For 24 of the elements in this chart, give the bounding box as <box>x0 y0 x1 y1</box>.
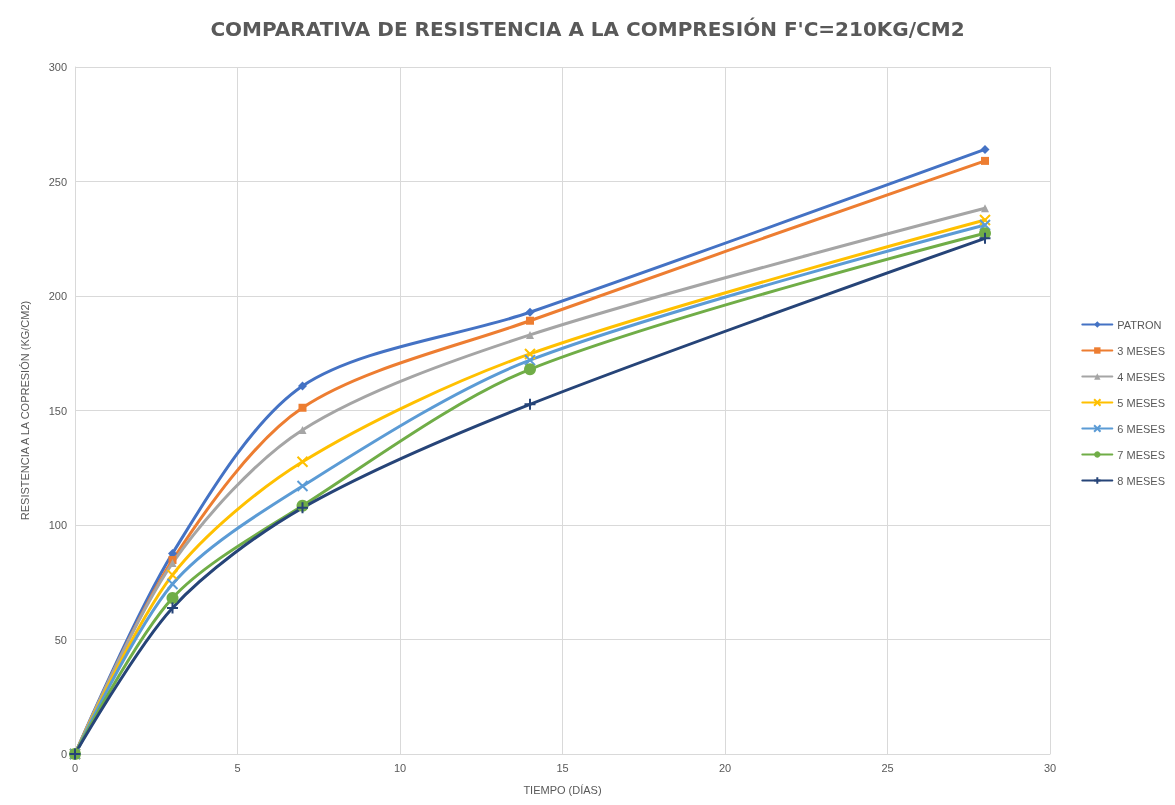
x-tick-label: 15 <box>556 761 569 774</box>
chart-title: COMPARATIVA DE RESISTENCIA A LA COMPRESIÓN F'C=210KG/CM2 <box>210 17 965 41</box>
x-tick-label: 30 <box>1043 761 1057 774</box>
legend-label: 6 MESES <box>1117 422 1165 435</box>
legend-label: 8 MESES <box>1117 474 1165 487</box>
y-axis-title: RESISTENCIA A LA COPRESIÓN (KG/CM2) <box>18 300 31 521</box>
y-tick-label: 0 <box>60 748 67 760</box>
legend-label: PATRON <box>1117 318 1162 331</box>
legend-label: 7 MESES <box>1117 448 1165 461</box>
legend-label: 5 MESES <box>1117 396 1165 409</box>
y-tick-label: 50 <box>54 633 67 646</box>
legend-label: 4 MESES <box>1117 370 1165 383</box>
x-tick-label: 5 <box>234 761 241 774</box>
x-tick-label: 0 <box>71 761 79 774</box>
x-tick-label: 10 <box>393 761 407 774</box>
x-tick-label: 25 <box>881 761 894 774</box>
y-tick-label: 100 <box>48 519 67 531</box>
legend-label: 3 MESES <box>1117 344 1165 357</box>
y-tick-label: 200 <box>48 290 67 302</box>
y-tick-label: 300 <box>48 61 67 73</box>
x-tick-label: 20 <box>718 761 732 774</box>
y-tick-label: 250 <box>48 175 67 188</box>
x-axis-title: TIEMPO (DÍAS) <box>523 783 602 796</box>
y-tick-label: 150 <box>48 404 67 417</box>
